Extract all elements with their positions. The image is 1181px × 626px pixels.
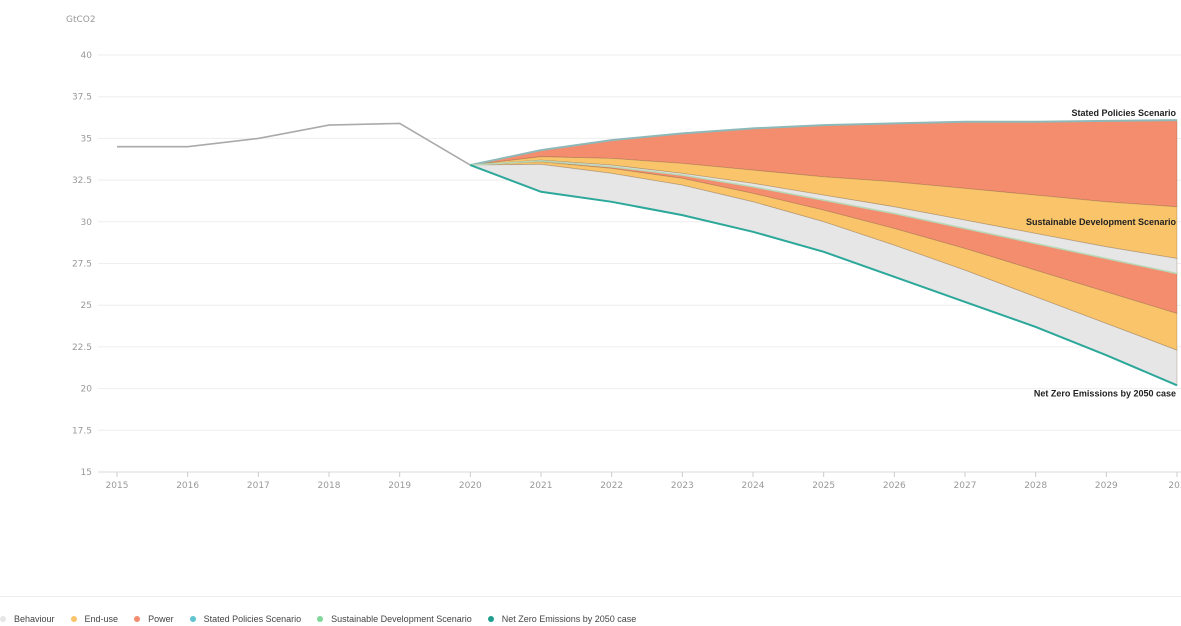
legend-label: Power (148, 614, 174, 624)
legend-item: Behaviour (0, 614, 55, 624)
y-unit-label: GtCO2 (66, 15, 96, 25)
y-tick-label: 17.5 (72, 426, 92, 436)
x-tick-label: 2026 (883, 481, 906, 491)
x-tick-label: 2024 (742, 481, 765, 491)
x-tick-label: 2017 (247, 481, 270, 491)
legend-dot-icon (134, 616, 141, 622)
scenario-annotations: Stated Policies Scenario Sustainable Deve… (1026, 108, 1177, 399)
x-tick-label: 2019 (388, 481, 411, 491)
x-tick-label: 2016 (176, 481, 199, 491)
legend-label: End-use (84, 614, 119, 624)
y-tick-label: 35 (81, 134, 92, 144)
y-tick-label: 40 (81, 51, 93, 61)
x-tick-label: 2021 (530, 481, 553, 491)
historical-line (117, 122, 471, 166)
y-tick-label: 22.5 (72, 343, 92, 353)
legend-item: Power (134, 614, 174, 624)
y-axis-ticks: 15 17.5 20 22.5 25 27.5 30 32.5 35 37.5 40 (72, 51, 92, 478)
annotation-label: Stated Policies Scenario (1071, 108, 1176, 118)
legend-label: Sustainable Development Scenario (331, 614, 472, 624)
x-tick-label: 2025 (812, 481, 835, 491)
band-end-use (470, 156, 1178, 259)
net-zero-line (469, 164, 1178, 387)
x-tick-label: 2015 (106, 481, 129, 491)
annotation-label: Sustainable Development Scenario (1026, 217, 1177, 227)
y-tick-label: 30 (81, 218, 93, 228)
legend-item: Sustainable Development Scenario (317, 614, 472, 624)
x-tick-label: 203 (1168, 481, 1181, 491)
x-tick-label: 2023 (671, 481, 694, 491)
x-tick-label: 2020 (459, 481, 482, 491)
legend-item: Net Zero Emissions by 2050 case (487, 614, 637, 624)
legend-label: Stated Policies Scenario (203, 614, 302, 624)
x-tick-label: 2022 (600, 481, 623, 491)
band-end-use (470, 161, 1178, 351)
scenario-lines (117, 119, 1178, 387)
annotation-label: Net Zero Emissions by 2050 case (1034, 389, 1176, 399)
legend-dot-icon (189, 616, 196, 622)
legend-dot-icon (70, 616, 77, 622)
x-tick-label: 2018 (318, 481, 341, 491)
stated-policies-line (470, 119, 1178, 167)
x-tick-label: 2029 (1095, 481, 1118, 491)
legend-item: Stated Policies Scenario (189, 614, 302, 624)
emissions-chart: GtCO2 15 17.5 20 22.5 25 27.5 30 32.5 35 37.5 40 2… (66, 15, 1181, 491)
legend: Behaviour End-use Power Stated Policies Sce… (0, 612, 636, 626)
y-tick-label: 37.5 (72, 93, 92, 103)
y-tick-label: 15 (81, 468, 92, 478)
legend-dot-icon (0, 616, 6, 622)
legend-label: Net Zero Emissions by 2050 case (501, 614, 637, 624)
y-tick-label: 27.5 (72, 260, 92, 270)
legend-divider (0, 596, 1181, 597)
x-axis: 2015 2016 2017 2018 2019 2020 2021 2022 2023 2024… (106, 472, 1181, 491)
sustainable-development-line (470, 160, 1178, 275)
y-tick-label: 25 (81, 301, 92, 311)
legend-label: Behaviour (14, 614, 55, 624)
y-tick-label: 20 (81, 385, 93, 395)
x-tick-label: 2027 (954, 481, 977, 491)
legend-dot-icon (317, 616, 324, 622)
legend-item: End-use (70, 614, 119, 624)
x-tick-label: 2028 (1024, 481, 1047, 491)
y-tick-label: 32.5 (72, 176, 92, 186)
legend-dot-icon (487, 616, 494, 622)
